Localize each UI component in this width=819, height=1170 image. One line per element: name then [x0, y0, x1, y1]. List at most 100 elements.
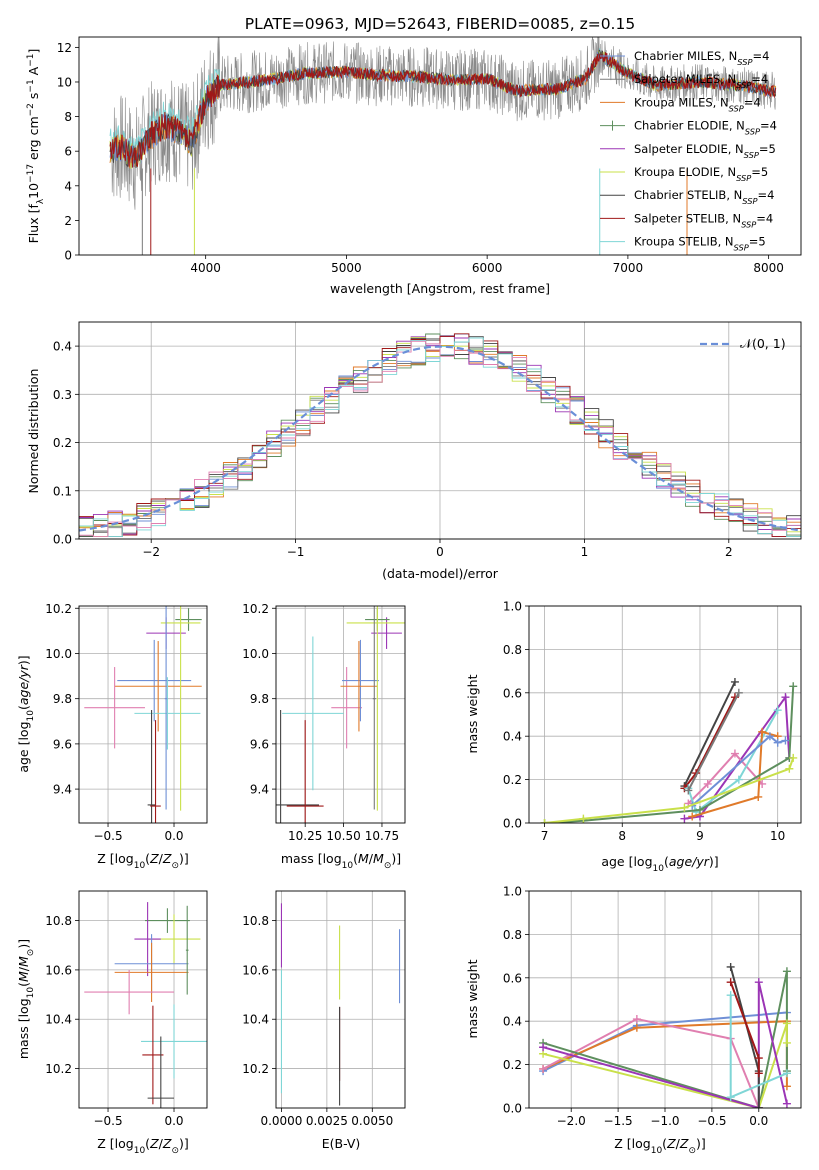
series-marker-chabrier_elodie: [782, 967, 791, 976]
x-tick-label: 0.0000: [260, 1114, 302, 1128]
age_vs_Z-axes: −0.5 0.0 9.4 9.6 9.8 10.0 10.2: [45, 602, 208, 843]
series-marker-kroupa_miles: [754, 792, 763, 801]
y-tick-label: 0.0: [53, 533, 72, 547]
y-tick-label: 10.4: [242, 1013, 269, 1027]
plot-area: [280, 903, 401, 1106]
y-tick-label: 10.2: [242, 602, 269, 616]
series-marker-kroupa_stelib: [773, 706, 782, 715]
x-tick-label: −1.5: [604, 1114, 633, 1128]
y-tick-label: 0.1: [53, 484, 72, 498]
x-tick-label: −2: [142, 545, 160, 559]
figure-title: PLATE=0963, MJD=52643, FIBERID=0085, z=0…: [245, 15, 635, 33]
axes-frame: [78, 321, 802, 540]
series-marker-salpeter_stelib: [726, 978, 735, 987]
y-tick-label: 10.2: [242, 1062, 269, 1076]
x-tick-label: 6000: [472, 261, 503, 275]
y-tick-label: 10.0: [242, 647, 269, 661]
series-marker-kroupa_elodie: [680, 803, 689, 812]
histogram-pink: [79, 340, 801, 538]
series-marker-kroupa_elodie: [785, 764, 794, 773]
y-tick-label: 0: [64, 249, 72, 263]
series-marker-kroupa_elodie: [782, 1038, 791, 1047]
histogram-salpeter_stelib: [79, 333, 801, 538]
legend-label: Chabrier MILES, NSSP=4: [634, 49, 769, 67]
series-line-pink: [687, 752, 763, 805]
series-line-salpeter_stelib: [729, 981, 760, 1074]
legend-label: Salpeter STELIB, NSSP=4: [634, 211, 773, 229]
x-tick-label: 10: [770, 829, 785, 843]
series-line-salpeter_miles: [687, 692, 740, 791]
weight_vs_Z-axes: −2.0 −1.5 −1.0 −0.5 0.0 0.0 0.2 0.4 0.6 0.8 1.0: [503, 885, 802, 1128]
plot-area: [109, 37, 777, 255]
series-marker-chabrier_stelib: [754, 1104, 763, 1108]
weight_vs_Z-y-label: mass weight: [465, 959, 480, 1038]
series-marker-kroupa_elodie: [789, 753, 798, 762]
series-marker-salpeter_stelib: [754, 1054, 763, 1063]
series-marker-salpeter_elodie: [680, 814, 689, 823]
x-tick-label: 0.0: [164, 1114, 183, 1128]
series-marker-pink: [539, 1064, 548, 1073]
series-marker-kroupa_miles: [782, 1082, 791, 1091]
series-marker-pink: [703, 779, 712, 788]
y-tick-label: 10.2: [45, 1062, 72, 1076]
axes-frame: [78, 36, 802, 256]
residuals-y-label: Normed distribution: [26, 369, 41, 494]
series-marker-kroupa_elodie: [540, 819, 549, 823]
x-tick-label: 2: [725, 545, 733, 559]
series-marker-salpeter_miles: [734, 688, 743, 697]
x-tick-label: 9: [696, 829, 704, 843]
y-tick-label: 9.8: [250, 692, 269, 706]
normal-curve: [79, 345, 799, 532]
y-tick-label: 12: [57, 41, 72, 55]
y-tick-label: 0.4: [53, 340, 72, 354]
y-tick-label: 0.3: [53, 388, 72, 402]
plot-area: [84, 606, 202, 823]
y-tick-label: 9.8: [53, 692, 72, 706]
plot-area: [539, 962, 791, 1108]
y-tick-label: 10.0: [45, 647, 72, 661]
residuals-axes: −2 −1 0 1 2 0.0 0.1 0.2 0.3 0.4 𝒩(0, 1): [53, 321, 802, 559]
series-line-pink: [542, 1017, 760, 1108]
x-tick-label: 10.50: [326, 829, 360, 843]
x-tick-label: −0.5: [93, 1114, 122, 1128]
y-tick-label: 0.6: [503, 971, 522, 985]
series-line-salpeter_elodie: [542, 981, 788, 1108]
series-line-chabrier_stelib: [683, 681, 736, 787]
plot-area: [540, 677, 798, 823]
y-tick-label: 2: [64, 214, 72, 228]
x-tick-label: 0.0050: [351, 1114, 393, 1128]
y-tick-label: 0.0: [503, 817, 522, 831]
weight_vs_Z-x-label: Z [log10(Z/Z⊙)]: [614, 1136, 706, 1156]
axes-frame: [275, 605, 406, 824]
series-marker-kroupa_stelib: [726, 1093, 735, 1102]
series-marker-pink: [730, 749, 739, 758]
spectrum-legend: Chabrier MILES, NSSP=4 Salpeter MILES, NS…: [600, 49, 777, 253]
x-tick-label: −0.5: [697, 1114, 726, 1128]
y-tick-label: 10.6: [45, 963, 72, 977]
series-marker-chabrier_elodie: [789, 682, 798, 691]
x-tick-label: 1: [581, 545, 589, 559]
age_vs_Z-y-label: age [log10(age/yr)]: [16, 655, 36, 772]
legend-label: Kroupa MILES, NSSP=4: [634, 95, 761, 113]
y-tick-label: 9.4: [53, 783, 72, 797]
y-tick-label: 10.6: [242, 963, 269, 977]
y-tick-label: 6: [64, 145, 72, 159]
mass_vs_Z-x-label: Z [log10(Z/Z⊙)]: [97, 1136, 189, 1156]
series-marker-kroupa_elodie: [579, 814, 588, 823]
y-tick-label: 8: [64, 110, 72, 124]
series-marker-chabrier_miles: [765, 732, 774, 741]
series-line-chabrier_miles: [691, 734, 786, 807]
x-tick-label: 0.0: [749, 1114, 768, 1128]
axes-frame: [78, 605, 208, 824]
y-tick-label: 0.2: [503, 773, 522, 787]
series-line-chabrier_elodie: [544, 686, 795, 823]
x-tick-label: 10.75: [365, 829, 399, 843]
residuals-x-label: (data-model)/error: [382, 566, 499, 581]
y-tick-label: 0.4: [503, 730, 522, 744]
series-marker-kroupa_elodie: [782, 1019, 791, 1028]
series-marker-pink: [632, 1015, 641, 1024]
series-marker-chabrier_miles: [781, 736, 790, 745]
y-tick-label: 0.6: [503, 686, 522, 700]
y-tick-label: 10.2: [45, 602, 72, 616]
